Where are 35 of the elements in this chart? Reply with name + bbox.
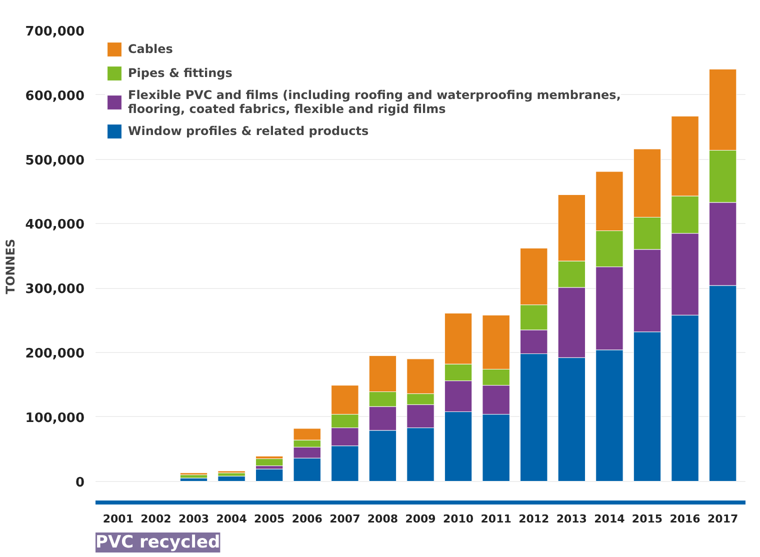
y-tick-label: 600,000 [25,88,85,104]
x-tick-label: 2004 [216,512,248,526]
x-tick-label: 2013 [556,512,587,526]
y-tick-label: 100,000 [25,410,85,426]
bar [180,474,208,478]
y-tick-label: 300,000 [25,282,85,298]
y-tick-label: 700,000 [25,24,85,40]
x-tick-label: 2002 [140,512,172,526]
bar [255,458,284,466]
x-tick-label: 2017 [708,512,738,526]
bar [255,468,284,482]
legend-label: Flexible PVC and films (including roofing and waterproofing membranes, flooring, coated fabrics, flexible and rigid films [128,88,621,116]
x-tick-label: 2001 [102,512,134,526]
x-tick-label: 2003 [178,512,210,526]
y-tick-label: 400,000 [25,218,85,233]
y-axis-title: TONNES [3,238,18,294]
y-tick-label: 0 [75,475,84,490]
x-tick-label: 2011 [480,512,512,526]
x-tick-label: 2015 [632,512,663,526]
x-tick-label: 2010 [442,512,474,526]
legend-label: Cables [128,42,173,56]
x-tick-label: 2006 [292,512,323,526]
legend-label: Pipes & fittings [128,66,232,80]
x-tick-label: 2009 [405,512,436,526]
x-tick-label: 2007 [330,512,360,526]
bar [218,476,246,482]
x-tick-label: 2005 [254,512,285,526]
legend-label: Window profiles & related products [128,124,369,138]
x-tick-label: 2008 [367,512,398,526]
y-tick-label: 500,000 [25,153,85,168]
x-tick-label: 2012 [518,512,550,526]
text: PVC recycled [96,532,220,552]
y-tick-label: 200,000 [25,346,85,362]
x-tick-label: 2014 [594,512,626,526]
x-tick-label: 2016 [670,512,701,526]
